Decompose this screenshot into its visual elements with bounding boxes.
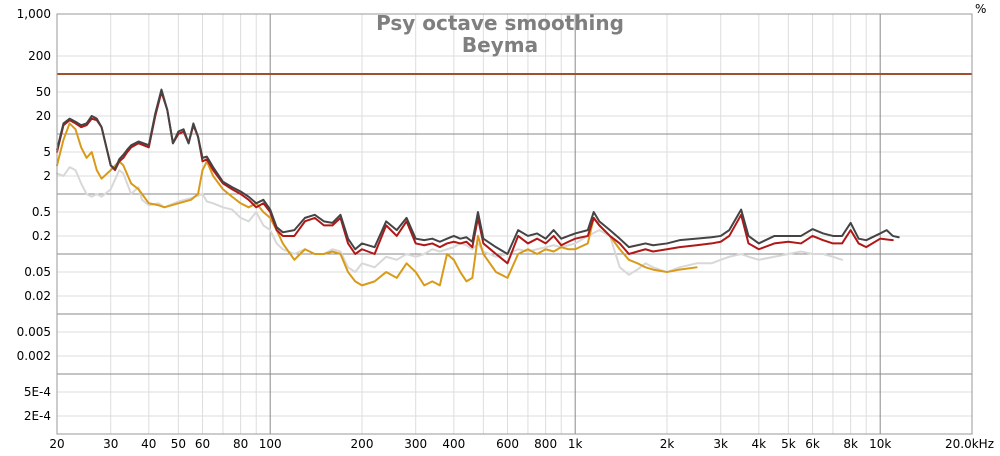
x-tick-label: 60: [195, 437, 210, 451]
x-tick-label: 400: [442, 437, 465, 451]
series-line-4: [56, 88, 900, 255]
y-tick-label: 0.2: [32, 229, 51, 243]
y-tick-label: 0.02: [24, 289, 51, 303]
x-tick-label: 8k: [843, 437, 858, 451]
y-tick-label: 0.5: [32, 205, 51, 219]
x-tick-label: 600: [496, 437, 519, 451]
x-tick-label: 100: [259, 437, 282, 451]
series-line-2: [56, 122, 698, 287]
x-tick-label: 3k: [713, 437, 728, 451]
x-tick-label: 30: [103, 437, 118, 451]
y-tick-label: 5E-4: [24, 385, 51, 399]
x-tick-label: 800: [534, 437, 557, 451]
plot-area-background: [57, 14, 972, 434]
y-tick-label: 2: [43, 169, 51, 183]
x-tick-label: 10k: [869, 437, 891, 451]
x-tick-label: 20: [49, 437, 64, 451]
chart-subtitle: Beyma: [462, 33, 538, 57]
x-tick-label: 5k: [781, 437, 796, 451]
minor-grid: [57, 14, 972, 434]
x-tick-label: 2k: [660, 437, 675, 451]
y-tick-label: 50: [36, 85, 51, 99]
y-tick-label: 1,000: [17, 7, 51, 21]
x-axis: 20 30 40 50 60 80 100 200 300 400 600 800 1k 2k 3k 4k 5k…: [49, 437, 994, 451]
x-tick-label: 200: [351, 437, 374, 451]
y-tick-label: 5: [43, 145, 51, 159]
y-axis-unit: %: [975, 2, 986, 16]
x-tick-label: 80: [233, 437, 248, 451]
y-tick-label: 20: [36, 109, 51, 123]
x-tick-label: 4k: [752, 437, 767, 451]
y-tick-label: 200: [28, 49, 51, 63]
x-tick-label: 1k: [568, 437, 583, 451]
x-tick-label: 20.0kHz: [945, 437, 994, 451]
y-tick-label: 0.05: [24, 265, 51, 279]
y-axis: 1,000 200 50 20 5 2 0.5 0.2 0.05 0.02 0.005 0.002 5E…: [17, 7, 51, 423]
y-tick-label: 0.005: [17, 325, 51, 339]
y-tick-label: 0.002: [17, 349, 51, 363]
x-tick-label: 40: [141, 437, 156, 451]
plot-area-border: [56, 13, 973, 435]
x-tick-label: 6k: [805, 437, 820, 451]
x-tick-label: 300: [404, 437, 427, 451]
chart-title: Psy octave smoothing: [376, 11, 624, 35]
x-tick-label: 50: [171, 437, 186, 451]
series-layer: [56, 88, 900, 287]
y-tick-label: 2E-4: [24, 409, 51, 423]
